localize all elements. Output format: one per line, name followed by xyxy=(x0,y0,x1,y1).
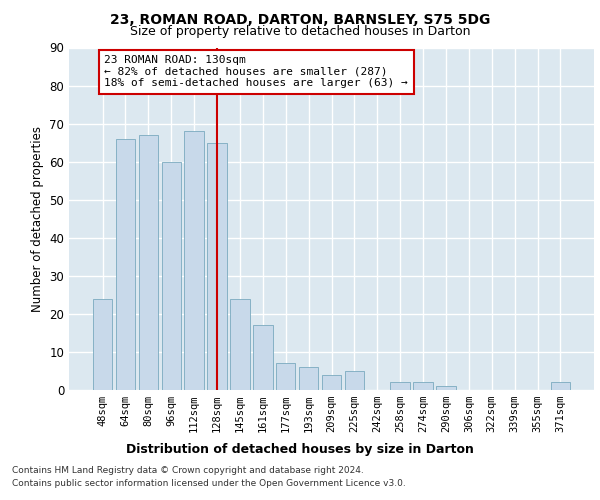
Bar xyxy=(344,371,364,390)
Bar xyxy=(413,382,433,390)
Bar xyxy=(276,364,295,390)
Bar xyxy=(253,326,272,390)
Bar xyxy=(551,382,570,390)
Bar xyxy=(436,386,455,390)
Bar xyxy=(93,298,112,390)
Bar xyxy=(391,382,410,390)
Text: 23, ROMAN ROAD, DARTON, BARNSLEY, S75 5DG: 23, ROMAN ROAD, DARTON, BARNSLEY, S75 5D… xyxy=(110,12,490,26)
Text: Distribution of detached houses by size in Darton: Distribution of detached houses by size … xyxy=(126,442,474,456)
Text: Contains public sector information licensed under the Open Government Licence v3: Contains public sector information licen… xyxy=(12,479,406,488)
Bar xyxy=(230,298,250,390)
Text: Contains HM Land Registry data © Crown copyright and database right 2024.: Contains HM Land Registry data © Crown c… xyxy=(12,466,364,475)
Bar xyxy=(139,135,158,390)
Bar xyxy=(299,367,319,390)
Bar xyxy=(208,142,227,390)
Text: 23 ROMAN ROAD: 130sqm
← 82% of detached houses are smaller (287)
18% of semi-det: 23 ROMAN ROAD: 130sqm ← 82% of detached … xyxy=(104,55,408,88)
Bar xyxy=(161,162,181,390)
Bar xyxy=(322,375,341,390)
Bar xyxy=(116,139,135,390)
Y-axis label: Number of detached properties: Number of detached properties xyxy=(31,126,44,312)
Bar xyxy=(184,131,204,390)
Text: Size of property relative to detached houses in Darton: Size of property relative to detached ho… xyxy=(130,25,470,38)
